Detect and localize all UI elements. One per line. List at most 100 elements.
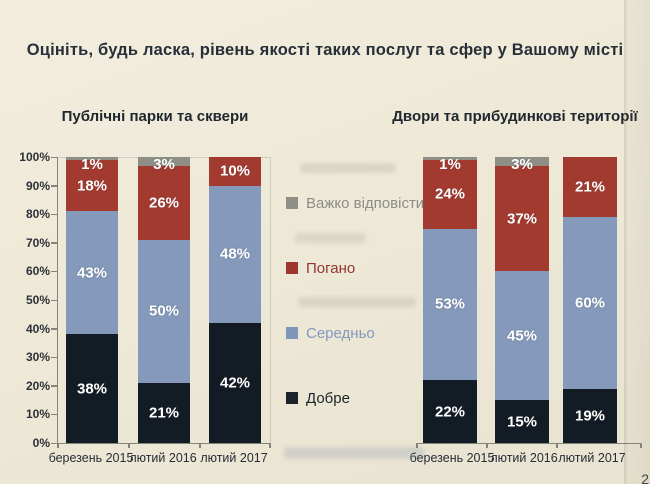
legend-label: Середньо — [306, 324, 375, 342]
bar-value-label: 1% — [439, 156, 461, 173]
y-tick-label: 30% — [25, 350, 50, 365]
bar-segment — [563, 388, 617, 443]
bar-segment — [138, 165, 190, 240]
y-tick-mark — [51, 270, 57, 273]
bar-value-label: 21% — [148, 404, 180, 422]
bar-value-label: 45% — [506, 327, 538, 345]
bar-segment — [495, 157, 549, 166]
bar-segment — [66, 334, 118, 443]
bar-segment — [495, 165, 549, 272]
plot-area-yards: 22% 53% 24% 1% 15% 45% 37% 3% 19% 60% 21% — [416, 156, 642, 444]
paper-edge — [624, 0, 650, 484]
y-tick-mark — [51, 442, 57, 444]
bar-segment — [66, 159, 118, 212]
legend-label: Погано — [306, 259, 356, 277]
bar-segment — [138, 157, 190, 166]
bar-segment — [138, 382, 190, 443]
bar-value-label: 15% — [506, 413, 538, 431]
bar-segment — [66, 211, 118, 335]
y-tick-mark — [51, 413, 57, 416]
y-tick-label: 0% — [32, 436, 50, 450]
y-tick-label: 50% — [25, 293, 50, 307]
x-category-label: лютий 2016 — [129, 451, 197, 465]
legend-item: Погано — [286, 259, 356, 277]
bar-segment — [66, 157, 118, 160]
x-axis-tick-mark — [269, 443, 271, 448]
x-axis-tick-mark — [486, 443, 488, 448]
bar-value-label: 19% — [574, 407, 606, 425]
legend-item: Важко відповісти — [286, 194, 425, 212]
y-tick-label: 100% — [19, 150, 50, 164]
bar-value-label: 3% — [511, 156, 533, 173]
x-axis-tick-mark — [556, 443, 558, 448]
stacked-bar: 15% 45% 37% 3% — [495, 156, 549, 443]
y-tick-mark — [51, 328, 57, 330]
y-tick-label: 20% — [25, 378, 50, 393]
bar-value-label: 10% — [219, 162, 251, 180]
y-tick-label: 80% — [25, 207, 50, 222]
bar-value-label: 60% — [574, 294, 606, 312]
bar-segment — [209, 185, 261, 323]
bar-segment — [209, 322, 261, 443]
legend-label: Важко відповісти — [306, 194, 425, 212]
y-tick-mark — [51, 242, 57, 244]
bar-value-label: 3% — [153, 156, 175, 173]
stacked-bar: 38% 43% 18% 1% — [66, 156, 118, 443]
bar-segment — [423, 157, 477, 160]
photo-bleed-artifact — [295, 233, 365, 243]
y-tick-label: 70% — [25, 235, 50, 250]
bar-value-label: 18% — [76, 177, 108, 195]
bar-segment — [423, 159, 477, 229]
y-tick-label: 40% — [25, 321, 50, 336]
bar-segment — [495, 400, 549, 443]
bar-value-label: 37% — [506, 210, 538, 227]
x-axis-tick-mark — [128, 443, 130, 448]
bar-value-label: 50% — [148, 302, 180, 320]
bar-segment — [495, 271, 549, 401]
plot-area-parks: 38% 43% 18% 1% 21% 50% 26% 3% 42% 48% 10% — [57, 156, 271, 444]
page-number: 2 — [641, 471, 649, 484]
bar-segment — [423, 228, 477, 381]
photo-bleed-artifact — [284, 447, 424, 459]
x-category-label: лютий 2017 — [558, 451, 626, 465]
bar-value-label: 24% — [434, 185, 466, 203]
slide-title: Оцініть, будь ласка, рівень якості таких… — [26, 41, 624, 59]
bar-segment — [563, 157, 617, 218]
legend-item: Середньо — [286, 324, 375, 342]
x-axis-tick-mark — [57, 443, 59, 448]
bar-value-label: 21% — [574, 178, 606, 196]
y-tick-mark — [51, 156, 57, 158]
photo-bleed-artifact — [298, 297, 416, 307]
chart-title-yards: Двори та прибудинкові території — [392, 108, 638, 125]
y-tick-mark — [51, 356, 57, 359]
bar-segment — [209, 157, 261, 186]
bar-value-label: 53% — [434, 295, 466, 313]
bar-value-label: 1% — [81, 156, 103, 173]
photo-bleed-artifact — [300, 163, 396, 173]
bar-value-label: 38% — [76, 380, 108, 398]
legend-swatch — [286, 262, 298, 274]
legend-swatch — [286, 327, 298, 339]
legend-swatch — [286, 197, 298, 209]
bar-value-label: 43% — [76, 264, 108, 282]
bar-segment — [138, 239, 190, 383]
legend-label: Добре — [306, 389, 350, 407]
y-tick-label: 60% — [25, 264, 50, 279]
x-axis-tick-mark — [199, 443, 201, 448]
x-category-label: березень 2015 — [409, 451, 495, 465]
x-category-label: лютий 2016 — [490, 451, 558, 465]
y-tick-label: 10% — [25, 407, 50, 422]
y-tick-mark — [51, 385, 57, 387]
bar-value-label: 26% — [148, 194, 180, 212]
bar-segment — [423, 380, 477, 443]
y-tick-mark — [51, 185, 57, 187]
legend-item: Добре — [286, 389, 350, 407]
y-tick-mark — [51, 299, 57, 301]
y-tick-label: 90% — [25, 178, 50, 193]
stacked-bar: 22% 53% 24% 1% — [423, 156, 477, 443]
bar-value-label: 48% — [219, 245, 251, 263]
